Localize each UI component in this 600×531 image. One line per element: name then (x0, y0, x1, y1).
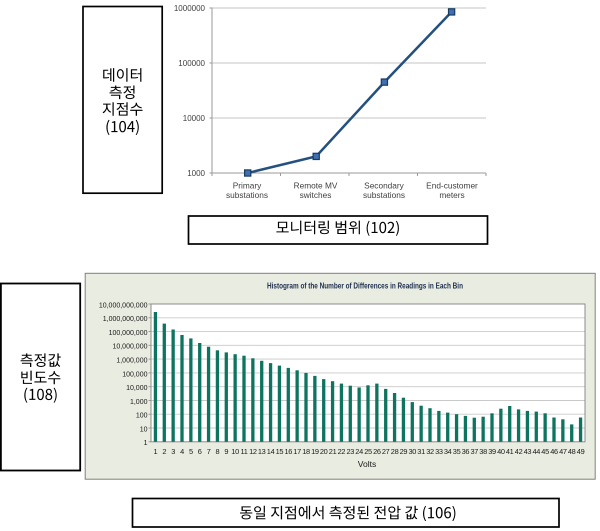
svg-text:16: 16 (284, 447, 292, 456)
svg-text:33: 33 (435, 447, 443, 456)
svg-text:18: 18 (302, 447, 310, 456)
svg-text:1: 1 (144, 440, 148, 447)
svg-text:27: 27 (382, 447, 390, 456)
svg-text:44: 44 (532, 447, 540, 456)
svg-text:Histogram of the Number of Dif: Histogram of the Number of Differences i… (267, 281, 463, 290)
svg-text:10000: 10000 (183, 114, 206, 123)
svg-text:End-customer: End-customer (426, 181, 478, 191)
svg-text:24: 24 (355, 447, 363, 456)
svg-text:Primary: Primary (233, 181, 262, 191)
svg-text:20: 20 (320, 447, 328, 456)
svg-text:Volts: Volts (358, 459, 376, 469)
svg-text:49: 49 (577, 447, 585, 456)
svg-text:5: 5 (189, 447, 193, 456)
svg-text:8: 8 (215, 447, 219, 456)
svg-text:10,000: 10,000 (126, 385, 148, 392)
svg-text:Secondary: Secondary (364, 181, 405, 191)
svg-text:meters: meters (439, 190, 464, 200)
svg-text:100: 100 (136, 413, 148, 420)
svg-text:1: 1 (153, 447, 157, 456)
svg-text:23: 23 (346, 447, 354, 456)
svg-text:1000: 1000 (187, 169, 205, 178)
svg-text:37: 37 (470, 447, 478, 456)
svg-text:40: 40 (497, 447, 505, 456)
svg-text:30: 30 (408, 447, 416, 456)
svg-text:15: 15 (276, 447, 284, 456)
svg-text:14: 14 (267, 447, 275, 456)
svg-text:10,000,000,000: 10,000,000,000 (99, 302, 148, 309)
svg-text:substations: substations (226, 190, 268, 200)
svg-text:41: 41 (506, 447, 514, 456)
svg-text:48: 48 (568, 447, 576, 456)
svg-text:32: 32 (426, 447, 434, 456)
svg-text:100000: 100000 (178, 59, 205, 68)
svg-text:46: 46 (550, 447, 558, 456)
svg-text:Remote MV: Remote MV (294, 181, 338, 191)
svg-text:2: 2 (162, 447, 166, 456)
svg-text:36: 36 (462, 447, 470, 456)
svg-text:31: 31 (417, 447, 425, 456)
svg-text:21: 21 (329, 447, 337, 456)
svg-text:100,000: 100,000 (122, 371, 147, 378)
svg-text:12: 12 (249, 447, 257, 456)
svg-text:4: 4 (180, 447, 184, 456)
svg-text:substations: substations (363, 190, 405, 200)
svg-text:47: 47 (559, 447, 567, 456)
svg-text:45: 45 (541, 447, 549, 456)
svg-text:1,000,000,000: 1,000,000,000 (103, 316, 148, 323)
svg-text:1,000: 1,000 (130, 399, 148, 406)
svg-text:29: 29 (400, 447, 408, 456)
svg-text:35: 35 (453, 447, 461, 456)
svg-text:3: 3 (171, 447, 175, 456)
svg-text:42: 42 (515, 447, 523, 456)
svg-text:10,000,000: 10,000,000 (112, 344, 147, 351)
svg-text:10: 10 (231, 447, 239, 456)
svg-text:switches: switches (300, 190, 332, 200)
svg-text:34: 34 (444, 447, 452, 456)
svg-text:25: 25 (364, 447, 372, 456)
svg-text:9: 9 (224, 447, 228, 456)
svg-text:26: 26 (373, 447, 381, 456)
svg-text:38: 38 (479, 447, 487, 456)
svg-text:11: 11 (240, 447, 247, 456)
svg-text:10: 10 (140, 426, 148, 433)
svg-text:1,000,000: 1,000,000 (116, 358, 147, 365)
svg-text:19: 19 (311, 447, 319, 456)
svg-text:1000000: 1000000 (174, 4, 206, 13)
svg-text:100,000,000: 100,000,000 (109, 330, 148, 337)
svg-text:43: 43 (524, 447, 532, 456)
svg-text:17: 17 (293, 447, 301, 456)
svg-text:28: 28 (391, 447, 399, 456)
svg-text:22: 22 (338, 447, 346, 456)
svg-text:39: 39 (488, 447, 496, 456)
svg-text:13: 13 (258, 447, 266, 456)
svg-text:7: 7 (207, 447, 211, 456)
svg-text:6: 6 (198, 447, 202, 456)
